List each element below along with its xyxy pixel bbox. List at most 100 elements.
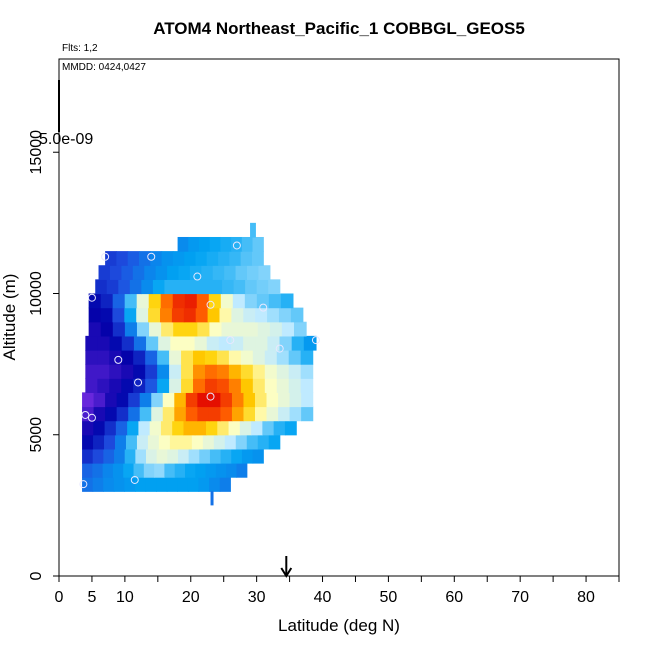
heatmap-cell bbox=[151, 392, 164, 408]
heatmap-cell bbox=[264, 378, 278, 393]
heatmap-cell bbox=[161, 251, 174, 266]
heatmap-cell bbox=[280, 293, 294, 309]
heatmap-cell bbox=[121, 378, 134, 393]
heatmap-cell bbox=[301, 392, 314, 408]
heatmap-cell bbox=[183, 420, 196, 436]
heatmap-cell bbox=[258, 265, 271, 280]
heatmap-cell bbox=[97, 349, 110, 365]
heatmap-cell bbox=[208, 406, 222, 422]
heatmap-cell bbox=[213, 434, 226, 450]
heatmap-cell bbox=[251, 251, 264, 266]
heatmap-cell bbox=[113, 477, 126, 492]
heatmap-cell bbox=[220, 392, 233, 408]
heatmap-cell bbox=[206, 420, 218, 436]
heatmap-cell bbox=[82, 448, 94, 464]
heatmap-cell bbox=[240, 364, 254, 379]
x-tick-label: 10 bbox=[116, 589, 134, 606]
heatmap-cell bbox=[251, 420, 263, 436]
heatmap-cell bbox=[252, 448, 264, 464]
heatmap-cell bbox=[233, 321, 247, 337]
heatmap-cell bbox=[129, 279, 142, 295]
observation-points bbox=[79, 241, 320, 489]
heatmap-cell bbox=[139, 406, 152, 422]
heatmap-cell bbox=[100, 307, 114, 323]
heatmap-cell bbox=[300, 364, 314, 379]
heatmap-cell bbox=[266, 406, 279, 422]
heatmap-cell bbox=[128, 406, 141, 422]
heatmap-cell bbox=[155, 265, 168, 280]
heatmap-cell bbox=[181, 349, 194, 365]
observation-point bbox=[79, 480, 88, 489]
heatmap-cell bbox=[82, 406, 95, 422]
x-tick-label: 40 bbox=[314, 589, 332, 606]
heatmap-cell bbox=[121, 335, 135, 351]
heatmap-cell bbox=[239, 420, 252, 436]
x-tick-label: 30 bbox=[248, 589, 266, 606]
heatmap-cell bbox=[191, 434, 204, 450]
heatmap-cell bbox=[162, 406, 175, 422]
heatmap-cell bbox=[145, 378, 158, 393]
heatmap-cell bbox=[178, 265, 191, 280]
heatmap-cell bbox=[197, 392, 210, 408]
heatmap-cell bbox=[158, 434, 171, 450]
heatmap-cell bbox=[157, 349, 170, 365]
heatmap-cell bbox=[93, 406, 106, 422]
heatmap-cell bbox=[255, 406, 268, 422]
observation-point bbox=[130, 475, 139, 484]
y-tick-label: 10000 bbox=[28, 271, 45, 316]
heatmap-cell bbox=[219, 477, 231, 492]
heatmap-cell bbox=[185, 462, 196, 478]
heatmap-cell bbox=[169, 378, 182, 393]
heatmap-cell bbox=[88, 321, 102, 337]
heatmap-cell bbox=[125, 434, 138, 450]
heatmap-cell bbox=[281, 321, 295, 337]
heatmap-cell bbox=[85, 349, 98, 365]
heatmap-cell bbox=[257, 321, 271, 337]
heatmap-cell bbox=[268, 434, 281, 450]
heatmap-cell bbox=[300, 349, 314, 365]
heatmap-cell bbox=[235, 265, 248, 280]
heatmap-cell bbox=[185, 392, 198, 408]
observation-point bbox=[81, 410, 90, 419]
heatmap-cell bbox=[184, 293, 198, 309]
heatmap-cell bbox=[184, 251, 197, 266]
heatmap-cell bbox=[202, 434, 215, 450]
heatmap-cell bbox=[273, 420, 286, 436]
x-tick-label: 5 bbox=[87, 589, 96, 606]
heatmap-cell bbox=[162, 392, 175, 408]
observation-point bbox=[206, 392, 215, 401]
heatmap-cell bbox=[160, 420, 173, 436]
heatmap-cell bbox=[93, 392, 106, 408]
heatmap-cell bbox=[228, 364, 242, 379]
heatmap-cell bbox=[154, 462, 166, 478]
heatmap-cell bbox=[256, 293, 270, 309]
heatmap-layer bbox=[82, 222, 317, 506]
heatmap-cell bbox=[208, 293, 222, 309]
heatmap-cell bbox=[218, 335, 232, 351]
heatmap-cell bbox=[109, 364, 122, 379]
heatmap-cell bbox=[245, 279, 258, 295]
heatmap-cell bbox=[288, 364, 302, 379]
heatmap-cell bbox=[136, 321, 150, 337]
heatmap-cell bbox=[228, 349, 242, 365]
heatmap-cell bbox=[145, 477, 157, 492]
heatmap-cell bbox=[262, 420, 275, 436]
heatmap-cell bbox=[135, 477, 147, 492]
heatmap-cell bbox=[147, 434, 160, 450]
heatmap-cell bbox=[209, 448, 222, 464]
heatmap-cell bbox=[240, 378, 254, 393]
heatmap-cell bbox=[243, 406, 256, 422]
observation-point bbox=[259, 303, 268, 312]
heatmap-cell bbox=[149, 321, 162, 337]
heatmap-cell bbox=[164, 279, 177, 295]
heatmap-cell bbox=[217, 420, 230, 436]
heatmap-cell bbox=[246, 434, 259, 450]
observation-point bbox=[87, 413, 96, 422]
heatmap-cell bbox=[164, 462, 176, 478]
heatmap-cell bbox=[136, 307, 149, 323]
heatmap-cell bbox=[82, 420, 94, 436]
heatmap-cell bbox=[88, 293, 102, 309]
x-tick-label: 80 bbox=[577, 589, 595, 606]
heatmap-cell bbox=[121, 364, 134, 379]
heatmap-cell bbox=[82, 477, 94, 492]
